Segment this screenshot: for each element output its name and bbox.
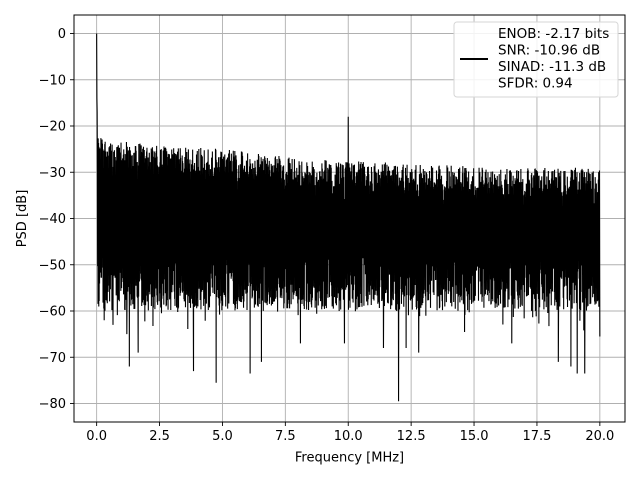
psd-line: [96, 33, 601, 402]
x-tick-label: 7.5: [275, 429, 296, 444]
x-tick-label: 20.0: [585, 429, 614, 444]
legend-entry: ENOB: -2.17 bits: [498, 26, 609, 42]
x-tick-label: 0.0: [86, 429, 107, 444]
y-axis-label: PSD [dB]: [15, 190, 30, 248]
y-tick-label: −50: [39, 258, 66, 273]
x-tick-label: 12.5: [397, 429, 426, 444]
x-tick-label: 15.0: [460, 429, 489, 444]
legend-box: [453, 21, 619, 98]
psd-series: [96, 33, 601, 402]
x-tick-label: 5.0: [212, 429, 233, 444]
y-tick-label: −60: [39, 305, 66, 320]
y-axis: 0 −10 −20 −30 −40 −50 −60 −70 −80: [39, 27, 74, 412]
y-tick-label: −30: [39, 166, 66, 181]
x-tick-label: 10.0: [334, 429, 363, 444]
x-axis: 0.0 2.5 5.0 7.5 10.0 12.5 15.0 17.5 20.0: [86, 422, 614, 444]
x-tick-label: 2.5: [149, 429, 170, 444]
legend-entry: SFDR: 0.94: [498, 76, 573, 92]
x-axis-label: Frequency [MHz]: [295, 451, 404, 466]
y-tick-label: −20: [39, 120, 66, 135]
legend-entry: SNR: -10.96 dB: [498, 43, 600, 59]
y-tick-label: −10: [39, 73, 66, 88]
y-tick-label: 0: [58, 27, 66, 42]
y-tick-label: −80: [39, 397, 66, 412]
x-tick-label: 17.5: [522, 429, 551, 444]
legend-entry: SINAD: -11.3 dB: [498, 59, 606, 75]
y-tick-label: −40: [39, 212, 66, 227]
y-tick-label: −70: [39, 351, 66, 366]
